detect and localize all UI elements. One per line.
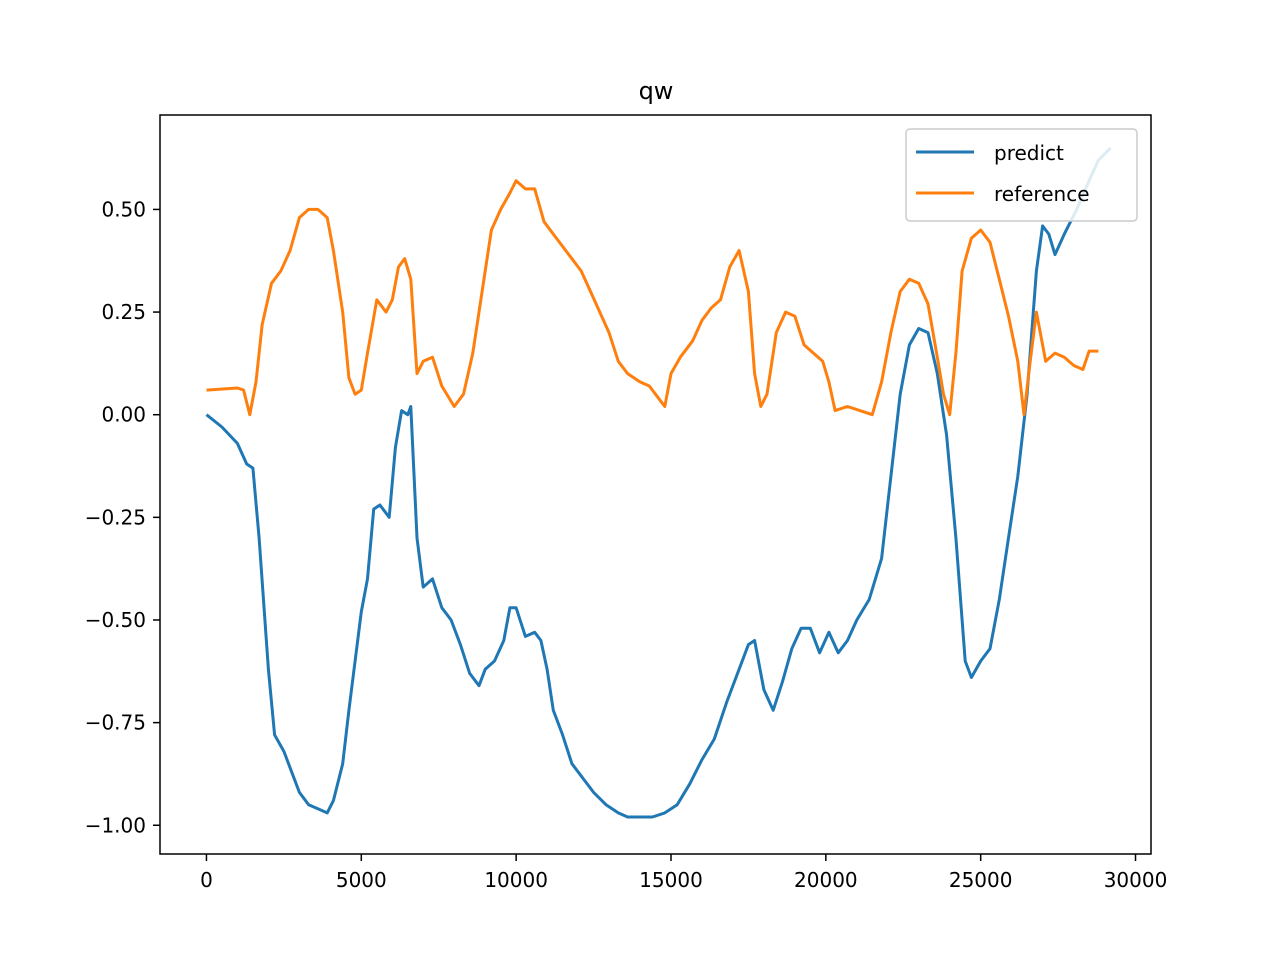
y-tick-label: −0.25 bbox=[85, 505, 146, 529]
x-axis: 0 5000 10000 15000 20000 25000 30000 bbox=[200, 854, 1167, 892]
legend: predict reference bbox=[905, 128, 1138, 222]
x-tick-label: 0 bbox=[200, 868, 213, 892]
y-tick-label: 0.25 bbox=[101, 300, 146, 324]
legend-label-predict: predict bbox=[994, 141, 1064, 165]
series-line-reference bbox=[206, 179, 1099, 417]
plot-area-frame bbox=[159, 114, 1152, 855]
x-tick-label: 20000 bbox=[794, 868, 858, 892]
y-axis: −1.00 −0.75 −0.50 −0.25 0.00 0.25 0.50 bbox=[85, 197, 160, 837]
y-tick-label: −0.50 bbox=[85, 608, 146, 632]
x-tick-label: 5000 bbox=[336, 868, 387, 892]
series-layer bbox=[205, 146, 1112, 819]
x-tick-label: 10000 bbox=[484, 868, 548, 892]
x-tick-label: 15000 bbox=[639, 868, 703, 892]
y-tick-label: −1.00 bbox=[85, 813, 146, 837]
y-tick-label: 0.00 bbox=[101, 403, 146, 427]
y-tick-label: 0.50 bbox=[101, 197, 146, 221]
legend-label-reference: reference bbox=[994, 182, 1090, 206]
series-line-predict bbox=[205, 146, 1112, 819]
y-tick-label: −0.75 bbox=[85, 711, 146, 735]
chart-title: qw bbox=[639, 77, 674, 105]
x-tick-label: 25000 bbox=[949, 868, 1013, 892]
x-tick-label: 30000 bbox=[1104, 868, 1168, 892]
